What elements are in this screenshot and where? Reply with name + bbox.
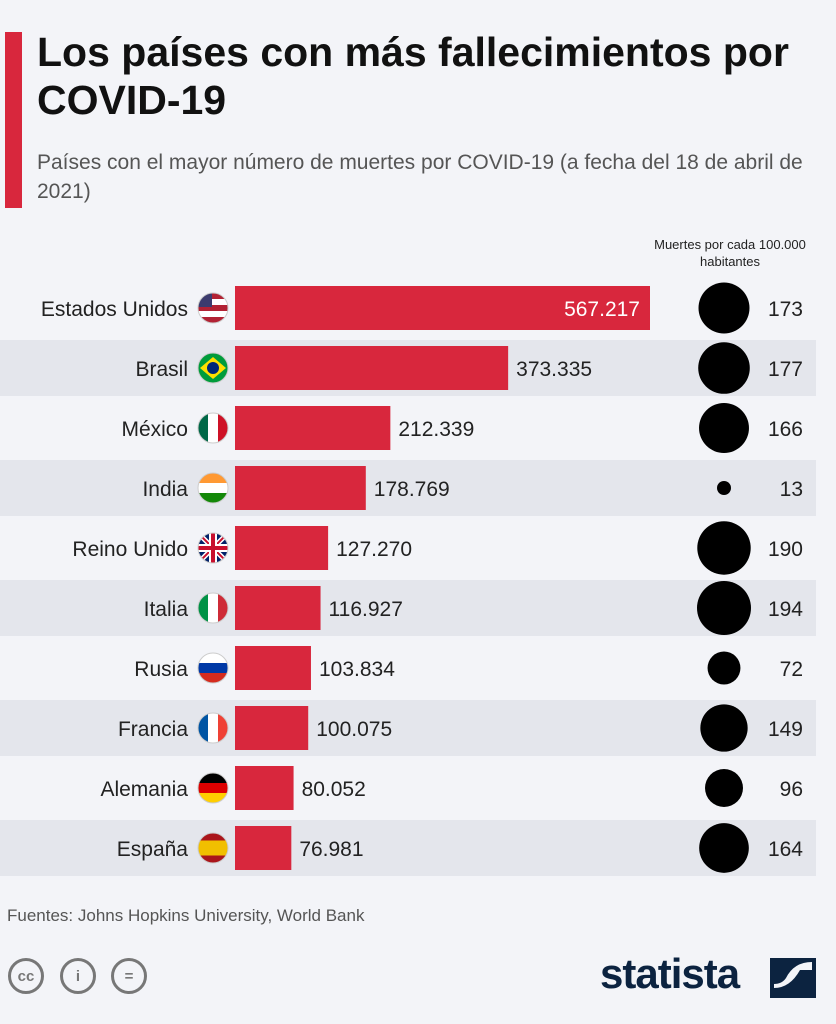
- accent-bar: [5, 32, 22, 208]
- bar-value-label: 212.339: [398, 418, 474, 441]
- bubble-value-label: 166: [768, 418, 803, 441]
- bubble-value-label: 173: [768, 298, 803, 321]
- table-row: Brasil 373.335 177: [0, 340, 816, 396]
- uk-flag-icon: [198, 533, 228, 563]
- spain-flag-icon: [198, 833, 228, 863]
- table-row: Reino Unido 127.270 190: [72, 521, 803, 575]
- bar-value-label: 127.270: [336, 538, 412, 561]
- bubble: [697, 521, 751, 575]
- bubble: [700, 704, 748, 752]
- row-background: [0, 460, 816, 516]
- bubble: [699, 403, 749, 453]
- bar: [235, 766, 294, 810]
- attribution-icon: i: [60, 958, 96, 994]
- bar-value-label: 100.075: [316, 718, 392, 741]
- bubble: [697, 581, 751, 635]
- table-row: Alemania 80.052 96: [100, 766, 803, 810]
- bubble-column-header: Muertes por cada 100.000 habitantes: [654, 237, 806, 269]
- category-label: India: [142, 478, 188, 501]
- category-label: España: [117, 838, 189, 861]
- subtitle: Países con el mayor número de muertes po…: [37, 151, 803, 203]
- bar: [235, 826, 292, 870]
- mexico-flag-icon: [198, 413, 228, 443]
- bubble-value-label: 13: [780, 478, 803, 501]
- category-label: Estados Unidos: [41, 298, 188, 321]
- table-row: España 76.981 164: [0, 820, 816, 876]
- statista-logo: statista: [600, 950, 740, 997]
- bubble: [699, 823, 749, 873]
- india-flag-icon: [198, 473, 228, 503]
- bar: [235, 406, 391, 450]
- bar: [235, 466, 366, 510]
- table-row: Rusia 103.834 72: [134, 646, 803, 690]
- russia-flag-icon: [198, 653, 228, 683]
- table-row: Italia 116.927 194: [0, 580, 816, 636]
- bar: [235, 646, 311, 690]
- bubble: [698, 342, 750, 394]
- bubble: [705, 769, 743, 807]
- bar-value-label: 178.769: [374, 478, 450, 501]
- italy-flag-icon: [198, 593, 228, 623]
- brazil-flag-icon: [198, 353, 228, 383]
- cc-icon: cc: [8, 958, 44, 994]
- category-label: Italia: [144, 598, 189, 621]
- bubble-value-label: 194: [768, 598, 803, 621]
- bubble-value-label: 72: [780, 658, 803, 681]
- bar-value-label: 567.217: [564, 298, 640, 321]
- bubble-value-label: 190: [768, 538, 803, 561]
- bar-value-label: 116.927: [329, 598, 403, 621]
- bar-value-label: 103.834: [319, 658, 395, 681]
- bubble-value-label: 164: [768, 838, 803, 861]
- bar: [235, 526, 329, 570]
- category-label: Rusia: [134, 658, 188, 681]
- bubble-value-label: 149: [768, 718, 803, 741]
- category-label: Alemania: [100, 778, 188, 801]
- row-background: [0, 580, 816, 636]
- category-label: Reino Unido: [72, 538, 188, 561]
- france-flag-icon: [198, 713, 228, 743]
- table-row: México 212.339 166: [121, 403, 803, 453]
- statista-mark-icon: [770, 958, 816, 998]
- germany-flag-icon: [198, 773, 228, 803]
- bar-value-label: 80.052: [302, 778, 366, 801]
- bubble-value-label: 177: [768, 358, 803, 381]
- bar-value-label: 76.981: [299, 838, 363, 861]
- bubble: [707, 651, 741, 685]
- category-label: México: [121, 418, 188, 441]
- row-background: [0, 820, 816, 876]
- bar: [235, 346, 509, 390]
- bubble: [698, 282, 750, 334]
- page-title: Los países con más fallecimientos por CO…: [37, 29, 789, 123]
- table-row: Estados Unidos 567.217 173: [41, 282, 803, 334]
- bar-value-label: 373.335: [516, 358, 592, 381]
- row-background: [0, 700, 816, 756]
- bubble: [717, 481, 731, 495]
- bar-chart: Estados Unidos 567.217 173 Brasil 373.335 177…: [0, 282, 816, 876]
- table-row: India 178.769 13: [0, 460, 816, 516]
- source-note: Fuentes: Johns Hopkins University, World…: [7, 906, 365, 925]
- bubble-value-label: 96: [780, 778, 803, 801]
- no-derivatives-icon: =: [111, 958, 147, 994]
- category-label: Brasil: [135, 358, 188, 381]
- bar: [235, 586, 321, 630]
- bar: [235, 706, 309, 750]
- category-label: Francia: [118, 718, 188, 741]
- bar: [235, 286, 650, 330]
- table-row: Francia 100.075 149: [0, 700, 816, 756]
